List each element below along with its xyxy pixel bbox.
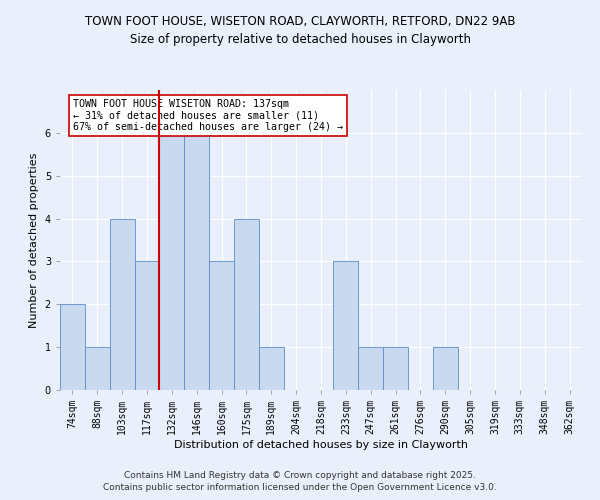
Bar	[184, 133, 209, 390]
X-axis label: Distribution of detached houses by size in Clayworth: Distribution of detached houses by size …	[174, 440, 468, 450]
Bar	[358, 347, 383, 390]
Bar	[259, 347, 284, 390]
Bar	[334, 262, 358, 390]
Bar	[209, 262, 234, 390]
Bar	[110, 218, 134, 390]
Y-axis label: Number of detached properties: Number of detached properties	[29, 152, 39, 328]
Text: TOWN FOOT HOUSE, WISETON ROAD, CLAYWORTH, RETFORD, DN22 9AB: TOWN FOOT HOUSE, WISETON ROAD, CLAYWORTH…	[85, 15, 515, 28]
Text: Size of property relative to detached houses in Clayworth: Size of property relative to detached ho…	[130, 32, 470, 46]
Bar	[85, 347, 110, 390]
Bar	[60, 304, 85, 390]
Bar	[234, 218, 259, 390]
Bar	[383, 347, 408, 390]
Text: TOWN FOOT HOUSE WISETON ROAD: 137sqm
← 31% of detached houses are smaller (11)
6: TOWN FOOT HOUSE WISETON ROAD: 137sqm ← 3…	[73, 99, 343, 132]
Bar	[134, 262, 160, 390]
Bar	[160, 133, 184, 390]
Bar	[433, 347, 458, 390]
Text: Contains HM Land Registry data © Crown copyright and database right 2025.
Contai: Contains HM Land Registry data © Crown c…	[103, 471, 497, 492]
